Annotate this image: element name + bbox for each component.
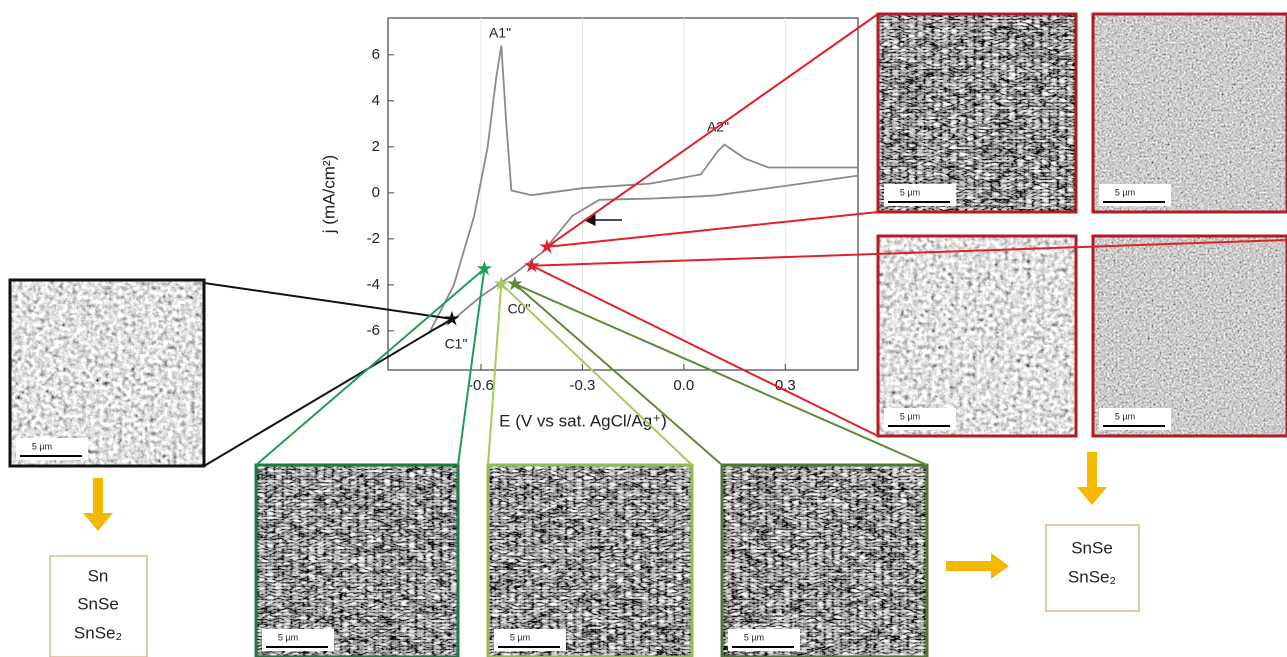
star-marker bbox=[507, 276, 523, 291]
product: SnSe₂ bbox=[1068, 567, 1116, 586]
connector bbox=[203, 282, 453, 320]
x-tick-label: 0.3 bbox=[775, 377, 796, 394]
star-marker bbox=[493, 276, 509, 291]
scale-bar-box bbox=[1099, 184, 1171, 206]
peak-label: C1" bbox=[445, 336, 468, 352]
y-tick-label: 0 bbox=[372, 184, 380, 201]
sem-image bbox=[256, 465, 458, 657]
plot: -0.6 -0.3 0.0 0.3 -6 -4 -2 0 2 4 6 E (V vs sat. AgC… bbox=[262, 14, 862, 444]
y-axis-label: j (mA/cm²) bbox=[319, 155, 338, 234]
scale-bar-box bbox=[884, 408, 956, 430]
y-tick-label: -6 bbox=[367, 322, 380, 339]
connector bbox=[531, 239, 1287, 267]
connector bbox=[546, 211, 879, 248]
product-box bbox=[49, 555, 148, 657]
scale-bar-box bbox=[494, 629, 566, 651]
sem-image bbox=[10, 280, 204, 466]
y-tick-label: 4 bbox=[372, 92, 380, 109]
sem-image bbox=[1093, 14, 1287, 212]
y-tick-label: -4 bbox=[367, 276, 380, 293]
scale-bar-box bbox=[262, 629, 334, 651]
scale-bar-box bbox=[1099, 408, 1171, 430]
scale-bar-box bbox=[728, 629, 800, 651]
connectors bbox=[203, 13, 1287, 467]
sem-frame bbox=[876, 12, 1078, 214]
connector bbox=[514, 283, 723, 466]
y-tick-label: 6 bbox=[372, 46, 380, 63]
peak-label: C0" bbox=[508, 301, 531, 317]
connector bbox=[203, 318, 453, 467]
star-marker bbox=[444, 310, 460, 326]
sem-frame bbox=[8, 278, 206, 468]
x-axis-label: E (V vs sat. AgCl/Ag⁺) bbox=[499, 411, 667, 430]
sem-frame bbox=[876, 234, 1078, 438]
y-tick-label: 2 bbox=[372, 138, 380, 155]
product: SnSe bbox=[77, 594, 119, 613]
star-marker bbox=[524, 257, 540, 273]
scale-bar-box bbox=[884, 184, 956, 206]
sem-frame bbox=[720, 463, 929, 657]
star-marker bbox=[476, 260, 492, 276]
product: Sn bbox=[88, 566, 109, 585]
sem-image bbox=[878, 14, 1076, 212]
x-tick-label: -0.3 bbox=[569, 377, 595, 394]
star-marker bbox=[539, 238, 555, 254]
sem-frame bbox=[486, 463, 694, 657]
connector bbox=[457, 268, 486, 466]
y-tick-label: -2 bbox=[367, 230, 380, 247]
sem-frame bbox=[1091, 12, 1287, 214]
sem-image bbox=[878, 236, 1076, 436]
sem-image bbox=[488, 465, 692, 657]
scale-bar-label: 5 µm bbox=[32, 441, 52, 451]
product: SnSe bbox=[1071, 538, 1113, 557]
product-boxes: Sn SnSe SnSe₂ SnSe SnSe₂ bbox=[49, 452, 1140, 657]
connector bbox=[500, 283, 693, 466]
x-tick-label: -0.6 bbox=[468, 377, 494, 394]
sem-frame bbox=[1091, 234, 1287, 438]
scale-bar-label: 5 µm bbox=[744, 632, 764, 642]
connector bbox=[546, 13, 879, 248]
yellow-arrow bbox=[946, 553, 1009, 579]
sem-images: 5 µm 5 µm 5 µm 5 µm 5 µm 5 µm 5 µm 5 µm bbox=[8, 12, 1287, 657]
product: SnSe₂ bbox=[74, 623, 122, 642]
connector bbox=[531, 264, 879, 437]
scale-bar-label: 5 µm bbox=[1115, 187, 1135, 197]
scale-bar-label: 5 µm bbox=[510, 632, 530, 642]
cv-curve bbox=[428, 45, 859, 333]
sem-image bbox=[722, 465, 927, 657]
connector bbox=[514, 283, 928, 466]
sem-image bbox=[1093, 236, 1287, 436]
peak-label: A1" bbox=[489, 25, 511, 41]
sem-frame bbox=[254, 463, 460, 657]
yellow-arrow bbox=[1077, 452, 1107, 505]
scale-bar-label: 5 µm bbox=[278, 632, 298, 642]
yellow-arrow bbox=[83, 478, 113, 531]
connector bbox=[487, 283, 503, 466]
scale-bar-label: 5 µm bbox=[1115, 411, 1135, 421]
scale-bar-label: 5 µm bbox=[900, 187, 920, 197]
scale-bar-label: 5 µm bbox=[900, 411, 920, 421]
x-tick-label: 0.0 bbox=[673, 377, 694, 394]
plot-frame bbox=[387, 17, 859, 371]
connector bbox=[255, 268, 486, 466]
product-box bbox=[1045, 524, 1140, 612]
scale-bar-box bbox=[16, 438, 88, 460]
